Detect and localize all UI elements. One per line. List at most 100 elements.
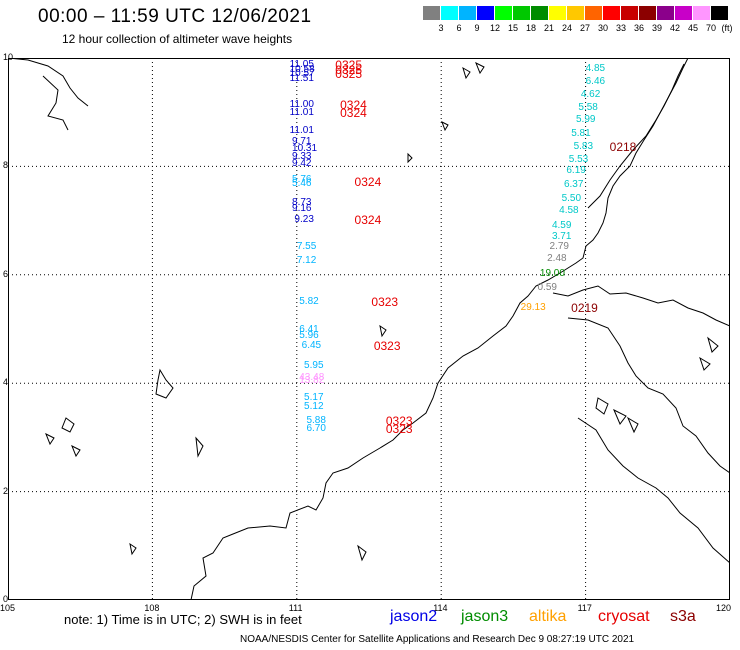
latitude-tick-label: 8 bbox=[3, 160, 9, 171]
wave-height-value: 5.53 bbox=[568, 153, 589, 165]
wave-height-value: 9.33 bbox=[292, 150, 312, 162]
latitude-tick-label: 0 bbox=[3, 594, 9, 604]
wave-height-value: 13.82 bbox=[299, 375, 325, 387]
color-scale-swatch bbox=[675, 6, 692, 20]
lat-lon-grid bbox=[8, 58, 730, 600]
wave-height-value: 11.05 bbox=[289, 58, 314, 70]
color-scale-tick: 21 bbox=[543, 23, 554, 33]
color-scale-tick: 30 bbox=[597, 23, 608, 33]
wave-height-value: 5.82 bbox=[299, 295, 319, 307]
wave-height-value: 11.01 bbox=[289, 107, 314, 119]
wave-height-value: 11.00 bbox=[289, 98, 314, 110]
longitude-tick-label: 120 bbox=[716, 603, 732, 613]
map-canvas bbox=[8, 58, 730, 600]
wave-height-value: 19.00 bbox=[539, 267, 565, 279]
wave-height-value: 4.59 bbox=[551, 220, 572, 232]
wave-height-value: 10.31 bbox=[292, 142, 318, 154]
wave-height-value: 6.46 bbox=[585, 76, 606, 88]
wave-height-value: 5.99 bbox=[576, 114, 596, 126]
color-scale-tick: 70 bbox=[705, 23, 716, 33]
color-scale-swatch bbox=[549, 6, 566, 20]
satellite-legend-entry: cryosat bbox=[598, 608, 650, 625]
latitude-tick-label: 2 bbox=[3, 485, 9, 496]
color-scale-tick: 12 bbox=[489, 23, 500, 33]
pass-time-label: 0325 bbox=[335, 67, 362, 82]
wave-height-value: 9.42 bbox=[292, 157, 312, 169]
wave-height-value: 2.79 bbox=[549, 240, 569, 252]
wave-height-value: 29.13 bbox=[520, 302, 546, 314]
pass-time-label: 0325 bbox=[335, 57, 362, 72]
pass-time-label: 0218 bbox=[609, 140, 637, 155]
satellite-legend-entry: s3a bbox=[670, 608, 696, 625]
figure-title: 00:00 – 11:59 UTC 12/06/2021 bbox=[38, 6, 312, 27]
wave-height-value: 5.58 bbox=[578, 101, 598, 113]
wave-height-value: 6.41 bbox=[299, 324, 319, 336]
wave-height-value: 4.85 bbox=[585, 62, 606, 74]
satellite-legend-entry: altika bbox=[529, 608, 567, 625]
longitude-tick-label: 117 bbox=[577, 603, 592, 613]
pass-time-label: 0324 bbox=[354, 174, 382, 189]
color-scale-swatch bbox=[495, 6, 512, 20]
color-scale-swatch bbox=[513, 6, 530, 20]
wave-height-value: 6.37 bbox=[563, 179, 584, 191]
wave-height-value: 11.51 bbox=[289, 72, 314, 84]
color-scale-swatch bbox=[639, 6, 656, 20]
wave-height-value: 5.50 bbox=[561, 192, 582, 204]
wave-height-value: 4.62 bbox=[580, 88, 601, 100]
wave-height-value: 5.88 bbox=[306, 415, 326, 427]
wave-height-value: 4.58 bbox=[559, 205, 579, 217]
latitude-tick-label: 6 bbox=[3, 268, 9, 279]
wave-height-value: 5.17 bbox=[304, 392, 324, 404]
color-scale-unit: (ft) bbox=[721, 23, 733, 33]
color-scale-tick: 9 bbox=[474, 23, 480, 33]
footnote: note: 1) Time is in UTC; 2) SWH is in fe… bbox=[64, 612, 302, 627]
longitude-tick-label: 111 bbox=[288, 603, 303, 613]
wave-height-value: 0.59 bbox=[537, 282, 557, 294]
wave-height-value: 5.95 bbox=[304, 359, 324, 371]
coastline bbox=[8, 58, 730, 600]
color-scale-swatch bbox=[567, 6, 584, 20]
pass-time-label: 0324 bbox=[354, 212, 382, 227]
color-scale-swatch bbox=[531, 6, 548, 20]
satellite-legend-entry: jason3 bbox=[461, 608, 509, 625]
wave-height-value: 5.83 bbox=[573, 141, 594, 153]
wave-height-value: 5.12 bbox=[304, 400, 324, 412]
longitude-tick-label: 114 bbox=[433, 603, 448, 613]
wave-height-value: 9.16 bbox=[292, 202, 312, 214]
pass-time-label: 0219 bbox=[571, 301, 598, 316]
satellite-legend-entry: jason2 bbox=[390, 608, 438, 625]
wave-height-value: 5.46 bbox=[292, 178, 312, 190]
wave-height-value: 5.96 bbox=[299, 329, 319, 341]
color-scale-swatch bbox=[585, 6, 602, 20]
wave-height-value: 10.58 bbox=[289, 63, 315, 75]
color-scale-swatch bbox=[477, 6, 494, 20]
wave-height-value: 43.48 bbox=[299, 371, 325, 383]
pass-time-label: 0325 bbox=[335, 62, 362, 77]
wave-height-value: 6.70 bbox=[306, 423, 326, 435]
color-scale-tick: 24 bbox=[561, 23, 572, 33]
wave-height-value: 10.57 bbox=[289, 68, 315, 80]
longitude-tick-label: 105 bbox=[0, 603, 16, 613]
color-scale-swatch bbox=[657, 6, 674, 20]
pass-time-label: 0323 bbox=[373, 339, 401, 354]
wave-height-value: 5.81 bbox=[571, 127, 591, 139]
color-scale-swatch bbox=[711, 6, 728, 20]
color-scale-swatch bbox=[459, 6, 476, 20]
color-scale-swatch bbox=[621, 6, 638, 20]
pass-time-label: 0323 bbox=[385, 414, 413, 429]
longitude-tick-label: 108 bbox=[144, 603, 160, 613]
wave-height-value: 6.45 bbox=[301, 340, 322, 352]
wave-height-value: 7.55 bbox=[296, 240, 317, 252]
color-scale-tick: 3 bbox=[438, 23, 444, 33]
color-scale-tick: 36 bbox=[633, 23, 644, 33]
color-scale-swatch bbox=[441, 6, 458, 20]
wave-height-value: 9.71 bbox=[292, 136, 312, 147]
pass-time-label: 0324 bbox=[340, 97, 367, 112]
wave-height-value: 7.12 bbox=[296, 255, 317, 267]
color-scale-tick: 27 bbox=[579, 23, 590, 33]
wave-height-value: 2.48 bbox=[547, 252, 567, 264]
credit-line: NOAA/NESDIS Center for Satellite Applica… bbox=[240, 634, 635, 645]
wave-height-value: 6.19 bbox=[566, 164, 586, 176]
color-scale-tick: 18 bbox=[525, 23, 536, 33]
